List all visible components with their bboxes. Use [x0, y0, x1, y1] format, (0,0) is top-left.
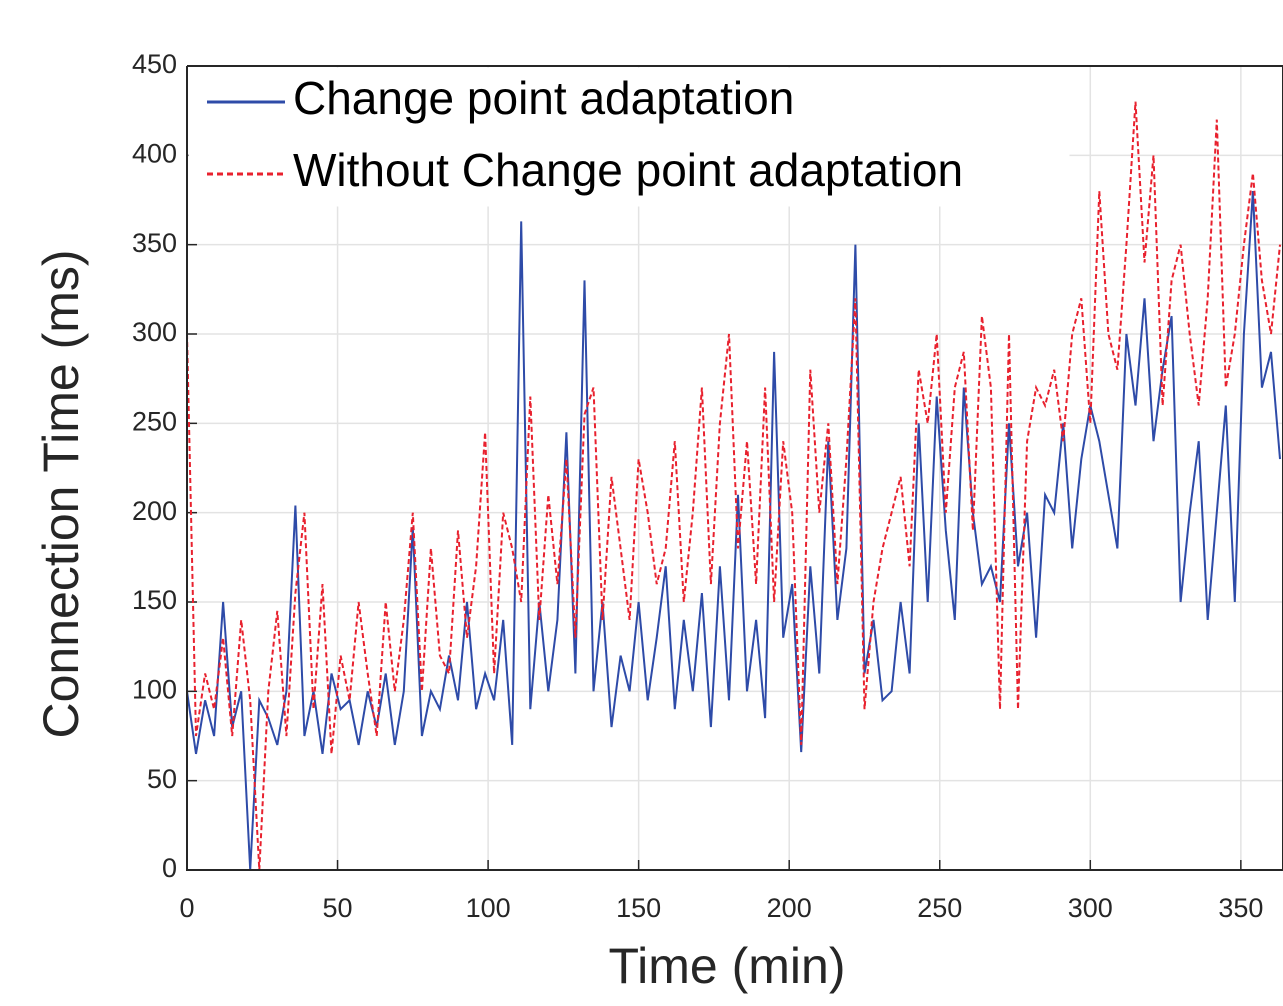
legend-label: Change point adaptation	[293, 72, 794, 124]
legend-box	[188, 67, 1070, 207]
y-tick-label: 100	[132, 674, 177, 704]
series-line	[186, 191, 1281, 871]
y-tick-label: 400	[132, 138, 177, 168]
x-tick-label: 100	[466, 893, 511, 923]
axes-frame	[186, 65, 1283, 871]
y-tick-label: 300	[132, 317, 177, 347]
y-axis-label: Connection Time (ms)	[33, 249, 89, 738]
x-tick-label: 50	[323, 893, 353, 923]
x-tick-label: 150	[616, 893, 661, 923]
legend-label: Without Change point adaptation	[293, 144, 963, 196]
y-tick-label: 250	[132, 406, 177, 436]
x-tick-label: 350	[1218, 893, 1263, 923]
series-line	[186, 101, 1281, 871]
y-tick-label: 150	[132, 585, 177, 615]
y-tick-label: 200	[132, 496, 177, 526]
y-tick-label: 50	[147, 764, 177, 794]
y-tick-label: 350	[132, 228, 177, 258]
x-tick-label: 0	[179, 893, 194, 923]
x-axis-label: Time (min)	[608, 938, 845, 994]
y-tick-label: 450	[132, 49, 177, 79]
x-tick-label: 200	[767, 893, 812, 923]
x-tick-label: 250	[917, 893, 962, 923]
y-tick-label: 0	[162, 853, 177, 883]
x-tick-label: 300	[1068, 893, 1113, 923]
